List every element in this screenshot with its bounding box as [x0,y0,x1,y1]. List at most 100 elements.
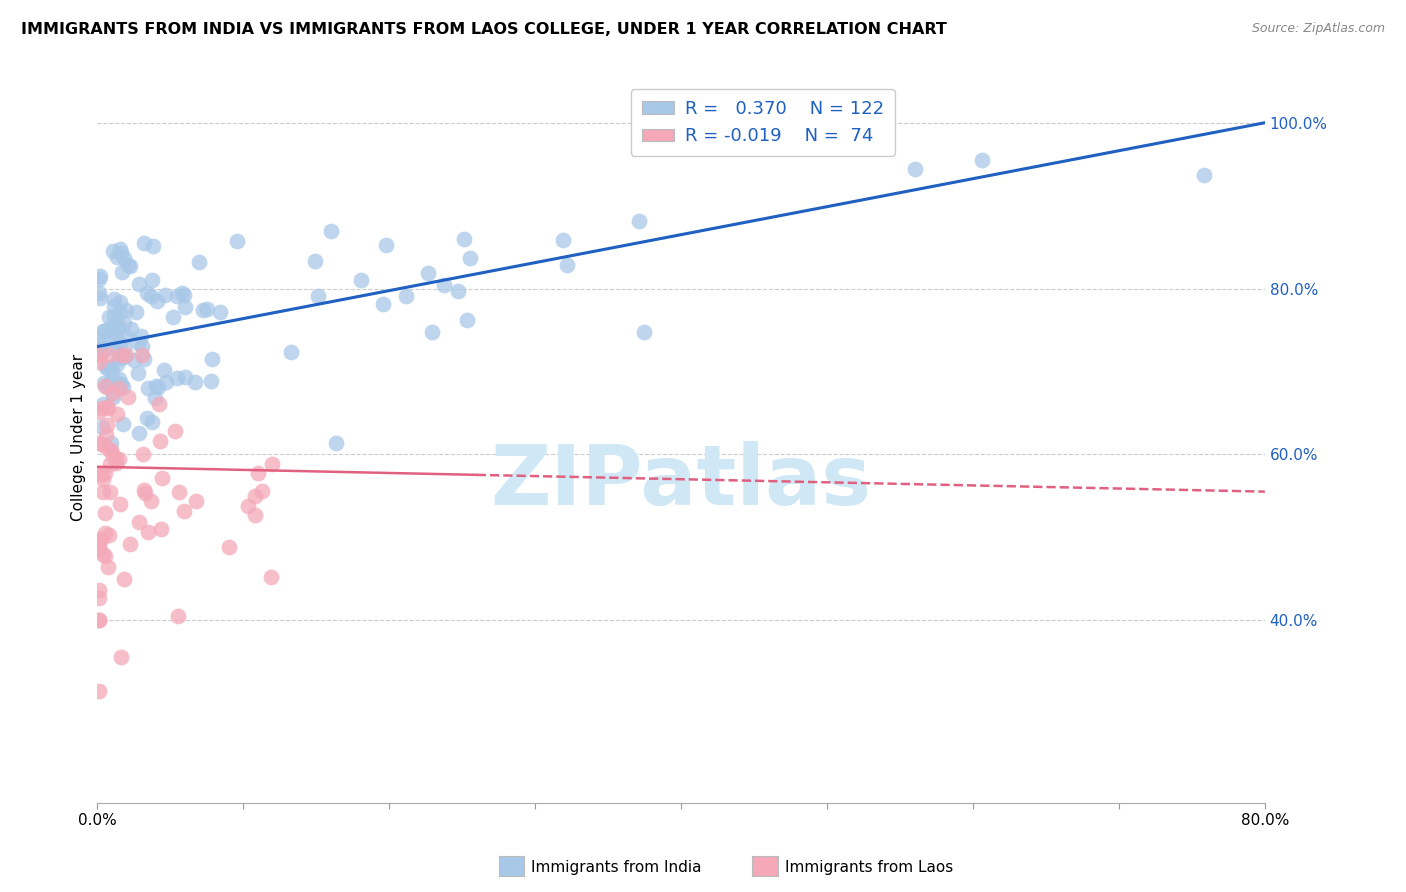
Point [110,649,132,664]
Point [103,244,125,258]
Point [135,286,157,301]
Point [89,338,111,352]
Point [97,401,120,415]
Point [97,559,120,574]
Point [87,271,110,285]
Point [134,351,156,366]
Point [100,435,122,450]
Point [173,370,195,384]
Point [114,348,136,362]
Point [108,351,131,366]
Point [122,353,145,368]
Text: IMMIGRANTS FROM INDIA VS IMMIGRANTS FROM LAOS COLLEGE, UNDER 1 YEAR CORRELATION : IMMIGRANTS FROM INDIA VS IMMIGRANTS FROM… [21,22,948,37]
Point [150,522,173,536]
Point [132,235,155,250]
Point [98,322,121,336]
Point [105,452,128,467]
Point [325,435,347,450]
Point [115,303,138,318]
Text: Source: ZipAtlas.com: Source: ZipAtlas.com [1251,22,1385,36]
Point [200,352,222,367]
Text: Immigrants from Laos: Immigrants from Laos [785,860,953,874]
Point [145,391,167,405]
Point [91,436,114,450]
Point [633,325,655,339]
Point [307,289,329,303]
Point [91,484,114,499]
Point [94,549,117,563]
Point [111,265,134,279]
Point [148,379,170,393]
Point [167,608,190,623]
Point [453,232,475,246]
Point [395,289,418,303]
Point [163,424,186,438]
Point [125,305,148,319]
Point [101,390,124,404]
Point [91,547,114,561]
Point [108,242,131,256]
Point [89,343,111,357]
Point [91,420,114,434]
Point [141,415,163,429]
Point [304,254,326,268]
Point [89,269,111,284]
Point [118,537,141,551]
Point [259,570,281,584]
Point [94,342,117,356]
Point [87,329,110,343]
Point [90,467,112,481]
Point [238,500,260,514]
Point [120,322,142,336]
Point [94,526,117,541]
Point [152,363,174,377]
Point [166,289,188,303]
Point [904,162,927,177]
Point [87,613,110,627]
Point [108,377,131,392]
Point [110,348,132,362]
Point [131,348,153,362]
Point [120,259,142,273]
Point [110,335,132,350]
Point [87,355,110,369]
Point [375,238,398,252]
Point [87,582,110,597]
Point [111,380,134,394]
Point [87,285,110,300]
Point [108,371,131,385]
Point [107,452,129,467]
Point [103,310,125,324]
Point [103,299,125,313]
Point [94,428,117,442]
Point [93,324,115,338]
Point [98,485,121,500]
Point [112,340,135,354]
Point [148,434,170,449]
Point [110,377,132,392]
Point [93,506,115,520]
Point [627,213,650,227]
Point [91,401,114,416]
Point [105,316,128,330]
Point [98,348,121,362]
Point [132,483,155,497]
Point [127,366,149,380]
Point [96,361,118,376]
Point [186,494,208,508]
Point [103,292,125,306]
Y-axis label: College, Under 1 year: College, Under 1 year [72,354,86,521]
Point [225,234,247,248]
Point [89,291,111,305]
Point [193,302,215,317]
Point [132,447,155,461]
Point [90,532,112,546]
Point [142,239,165,253]
Point [153,288,176,302]
Point [243,489,266,503]
Point [105,407,128,421]
Point [100,375,122,389]
Point [131,339,153,353]
Point [108,305,131,319]
Point [128,515,150,529]
